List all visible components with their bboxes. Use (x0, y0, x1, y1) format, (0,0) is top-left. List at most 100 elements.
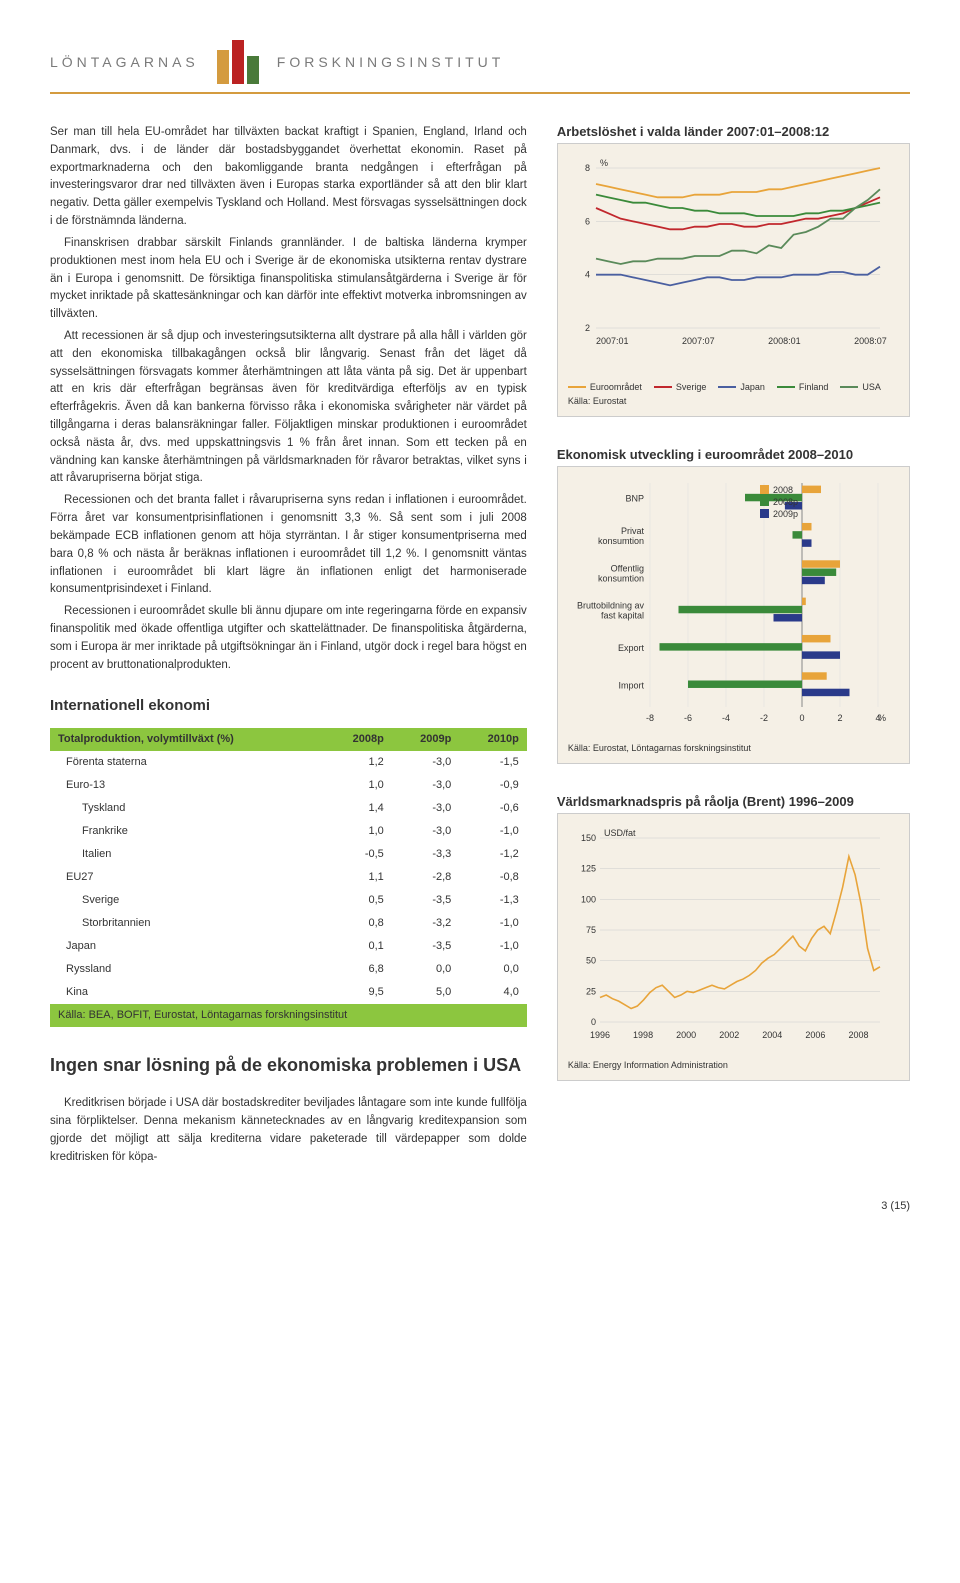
svg-text:Privat: Privat (621, 526, 645, 536)
table-row-label: Japan (50, 935, 324, 958)
svg-text:2008:07: 2008:07 (854, 336, 887, 346)
svg-text:-2: -2 (760, 713, 768, 723)
table-col: 2008p (324, 728, 392, 751)
chart3-source: Källa: Energy Information Administration (568, 1060, 899, 1070)
table-cell: 5,0 (392, 981, 460, 1004)
main-text-column: Ser man till hela EU-området har tillväx… (50, 124, 527, 1170)
svg-text:50: 50 (586, 956, 596, 966)
chart3-box: 0255075100125150USD/fat19961998200020022… (557, 813, 910, 1081)
table-col: 2009p (392, 728, 460, 751)
svg-text:125: 125 (581, 864, 596, 874)
svg-text:2006: 2006 (805, 1030, 825, 1040)
table-cell: 6,8 (324, 958, 392, 981)
table-row-label: Italien (50, 843, 324, 866)
table-cell: 1,0 (324, 820, 392, 843)
table-cell: -3,0 (392, 774, 460, 797)
table-cell: -3,2 (392, 912, 460, 935)
legend-item: Sverige (654, 382, 707, 392)
table-cell: -1,0 (459, 820, 527, 843)
table-cell: 0,0 (392, 958, 460, 981)
svg-text:Import: Import (618, 680, 644, 690)
intl-economy-table: Totalproduktion, volymtillväxt (%) 2008p… (50, 728, 527, 1028)
table-cell: -1,3 (459, 889, 527, 912)
chart2-svg: -8-6-4-2024%BNPPrivatkonsumtionOffentlig… (568, 477, 888, 737)
svg-text:2008p: 2008p (773, 497, 798, 507)
para: Recessionen i euroområdet skulle bli änn… (50, 603, 527, 674)
table-row-label: Sverige (50, 889, 324, 912)
chart3-title: Världsmarknadspris på råolja (Brent) 199… (557, 794, 910, 809)
para: Att recessionen är så djup och investeri… (50, 328, 527, 488)
svg-text:2: 2 (837, 713, 842, 723)
svg-text:8: 8 (585, 163, 590, 173)
table-cell: 0,1 (324, 935, 392, 958)
svg-text:2: 2 (585, 323, 590, 333)
table-cell: -1,5 (459, 751, 527, 774)
chart1-box: 2468%2007:012007:072008:012008:07 Euroom… (557, 143, 910, 417)
svg-text:100: 100 (581, 894, 596, 904)
table-cell: 1,4 (324, 797, 392, 820)
svg-text:2008: 2008 (848, 1030, 868, 1040)
table-row-label: EU27 (50, 866, 324, 889)
table-cell: 0,0 (459, 958, 527, 981)
table-cell: -0,5 (324, 843, 392, 866)
table-row-label: Förenta staterna (50, 751, 324, 774)
table-cell: -0,6 (459, 797, 527, 820)
para: Kreditkrisen började i USA där bostadskr… (50, 1095, 527, 1166)
svg-text:fast kapital: fast kapital (601, 611, 644, 621)
para: Recessionen och det branta fallet i råva… (50, 492, 527, 599)
table-cell: -0,8 (459, 866, 527, 889)
table-col: 2010p (459, 728, 527, 751)
table-cell: 1,1 (324, 866, 392, 889)
table-cell: 0,5 (324, 889, 392, 912)
page-header: LÖNTAGARNAS FORSKNINGSINSTITUT (50, 40, 910, 94)
table-cell: -3,0 (392, 820, 460, 843)
para: Ser man till hela EU-området har tillväx… (50, 124, 527, 231)
svg-text:2004: 2004 (762, 1030, 782, 1040)
chart1-title: Arbetslöshet i valda länder 2007:01–2008… (557, 124, 910, 139)
table-row-label: Kina (50, 981, 324, 1004)
table-header-label: Totalproduktion, volymtillväxt (%) (50, 728, 324, 751)
svg-text:2008:01: 2008:01 (768, 336, 801, 346)
svg-text:2007:01: 2007:01 (596, 336, 629, 346)
table-cell: -3,3 (392, 843, 460, 866)
table-cell: -3,0 (392, 751, 460, 774)
table-row-label: Euro-13 (50, 774, 324, 797)
svg-text:0: 0 (591, 1017, 596, 1027)
svg-text:Export: Export (618, 643, 645, 653)
table-cell: 4,0 (459, 981, 527, 1004)
table-cell: -1,0 (459, 935, 527, 958)
table-cell: 1,2 (324, 751, 392, 774)
svg-text:-4: -4 (722, 713, 730, 723)
logo-icon (217, 40, 259, 84)
svg-text:2000: 2000 (676, 1030, 696, 1040)
chart1-svg: 2 4 6 8% 2007:01 2007:07 2008:01 2008:07 (568, 154, 888, 374)
header-right: FORSKNINGSINSTITUT (277, 54, 505, 70)
svg-text:2007:07: 2007:07 (682, 336, 715, 346)
legend-item: USA (840, 382, 881, 392)
svg-text:2002: 2002 (719, 1030, 739, 1040)
chart2-title: Ekonomisk utveckling i euroområdet 2008–… (557, 447, 910, 462)
section-intl-heading: Internationell ekonomi (50, 694, 527, 717)
table-source: Källa: BEA, BOFIT, Eurostat, Löntagarnas… (50, 1004, 527, 1027)
header-left: LÖNTAGARNAS (50, 54, 199, 70)
svg-text:4: 4 (585, 270, 590, 280)
chart2-source: Källa: Eurostat, Löntagarnas forskningsi… (568, 743, 899, 753)
para: Finanskrisen drabbar särskilt Finlands g… (50, 235, 527, 324)
table-cell: 9,5 (324, 981, 392, 1004)
page-number: 3 (15) (50, 1200, 910, 1212)
table-row-label: Tyskland (50, 797, 324, 820)
svg-text:Bruttobildning av: Bruttobildning av (577, 601, 645, 611)
svg-text:BNP: BNP (625, 494, 644, 504)
table-cell: -1,0 (459, 912, 527, 935)
table-cell: 1,0 (324, 774, 392, 797)
table-cell: -1,2 (459, 843, 527, 866)
svg-text:-6: -6 (684, 713, 692, 723)
svg-text:%: % (600, 158, 608, 168)
table-row-label: Frankrike (50, 820, 324, 843)
svg-text:6: 6 (585, 216, 590, 226)
svg-text:2009p: 2009p (773, 509, 798, 519)
table-cell: -0,9 (459, 774, 527, 797)
chart3-svg: 0255075100125150USD/fat19961998200020022… (568, 824, 888, 1054)
legend-item: Finland (777, 382, 829, 392)
chart1-source: Källa: Eurostat (568, 396, 899, 406)
